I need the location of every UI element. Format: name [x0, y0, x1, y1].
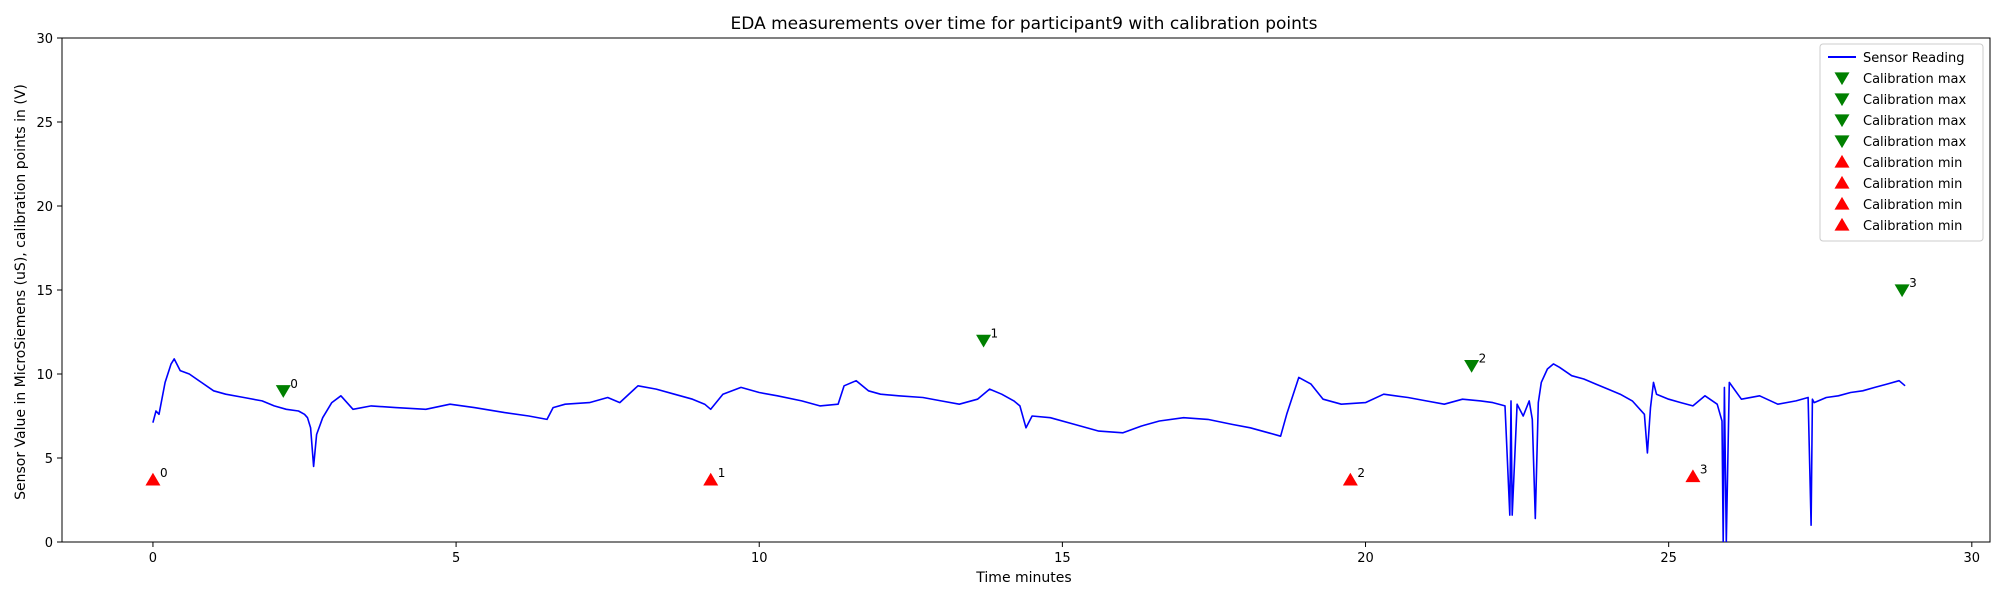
legend-triangle-up-icon	[1834, 196, 1850, 210]
y-tick-label: 10	[36, 368, 53, 383]
legend-entry-label: Calibration max	[1863, 114, 1966, 129]
calibration-min-label: 0	[160, 466, 168, 480]
y-tick-label: 25	[36, 116, 53, 131]
x-tick-label: 10	[751, 551, 768, 566]
calibration-min-label: 2	[1357, 466, 1365, 480]
y-tick-label: 0	[45, 536, 53, 551]
legend: Sensor Reading Calibration max Calibration…	[1819, 43, 1984, 242]
legend-triangle-down-icon	[1834, 72, 1850, 86]
calibration-min-marker	[703, 472, 719, 486]
data-layer: 0 1 2 3 0 1 2 3	[145, 276, 1917, 542]
legend-entry-label: Calibration min	[1863, 219, 1962, 234]
calibration-max-marker	[1464, 359, 1480, 373]
legend-entry-label: Calibration max	[1863, 93, 1966, 108]
legend-triangle-up-icon	[1834, 175, 1850, 189]
legend-entry-label: Calibration min	[1863, 177, 1962, 192]
x-tick-label: 20	[1357, 551, 1374, 566]
x-tick-label: 5	[452, 551, 460, 566]
calibration-max-label: 2	[1479, 352, 1487, 366]
calibration-min-label: 3	[1700, 462, 1708, 476]
calibration-min-marker	[145, 472, 161, 486]
calibration-max-label: 1	[991, 326, 999, 340]
y-axis-label: Sensor Value in MicroSiemens (uS), calib…	[13, 84, 29, 500]
legend-triangle-down-icon	[1834, 93, 1850, 107]
legend-entry-label: Calibration max	[1863, 135, 1966, 150]
plot-area: 0 1 2 3 0 1 2 3	[61, 37, 1991, 543]
y-tick-label: 5	[45, 452, 53, 467]
legend-triangle-down-icon	[1834, 114, 1850, 128]
calibration-max-label: 3	[1909, 276, 1917, 290]
legend-entry-label: Calibration min	[1863, 198, 1962, 213]
calibration-max-label: 0	[290, 377, 298, 391]
calibration-max-marker	[275, 385, 291, 398]
calibration-max-marker	[976, 334, 992, 348]
x-tick-label: 30	[1964, 551, 1981, 566]
y-tick-label: 20	[36, 200, 53, 215]
calibration-min-marker	[1342, 472, 1358, 486]
x-axis: 0 5 10 15 20 25 30	[149, 542, 1980, 566]
x-tick-label: 0	[149, 551, 157, 566]
calibration-max-marker	[1894, 284, 1910, 298]
legend-triangle-up-icon	[1834, 154, 1850, 168]
legend-entry-label: Calibration min	[1863, 156, 1962, 171]
legend-triangle-up-icon	[1834, 217, 1850, 231]
y-tick-label: 15	[36, 284, 53, 299]
x-axis-label: Time minutes	[975, 570, 1071, 586]
x-tick-label: 25	[1660, 551, 1677, 566]
calibration-min-marker	[1685, 469, 1701, 483]
legend-entry-label: Calibration max	[1863, 72, 1966, 87]
legend-entry-label: Sensor Reading	[1863, 51, 1964, 66]
calibration-min-label: 1	[718, 466, 726, 480]
legend-triangle-down-icon	[1834, 135, 1850, 149]
x-tick-label: 15	[1054, 551, 1071, 566]
y-axis: 0 5 10 15 20 25 30	[36, 32, 62, 551]
chart-title: EDA measurements over time for participa…	[731, 14, 1318, 34]
legend-box	[1819, 43, 1984, 242]
y-tick-label: 30	[36, 32, 53, 47]
sensor-reading-line	[152, 358, 1906, 542]
